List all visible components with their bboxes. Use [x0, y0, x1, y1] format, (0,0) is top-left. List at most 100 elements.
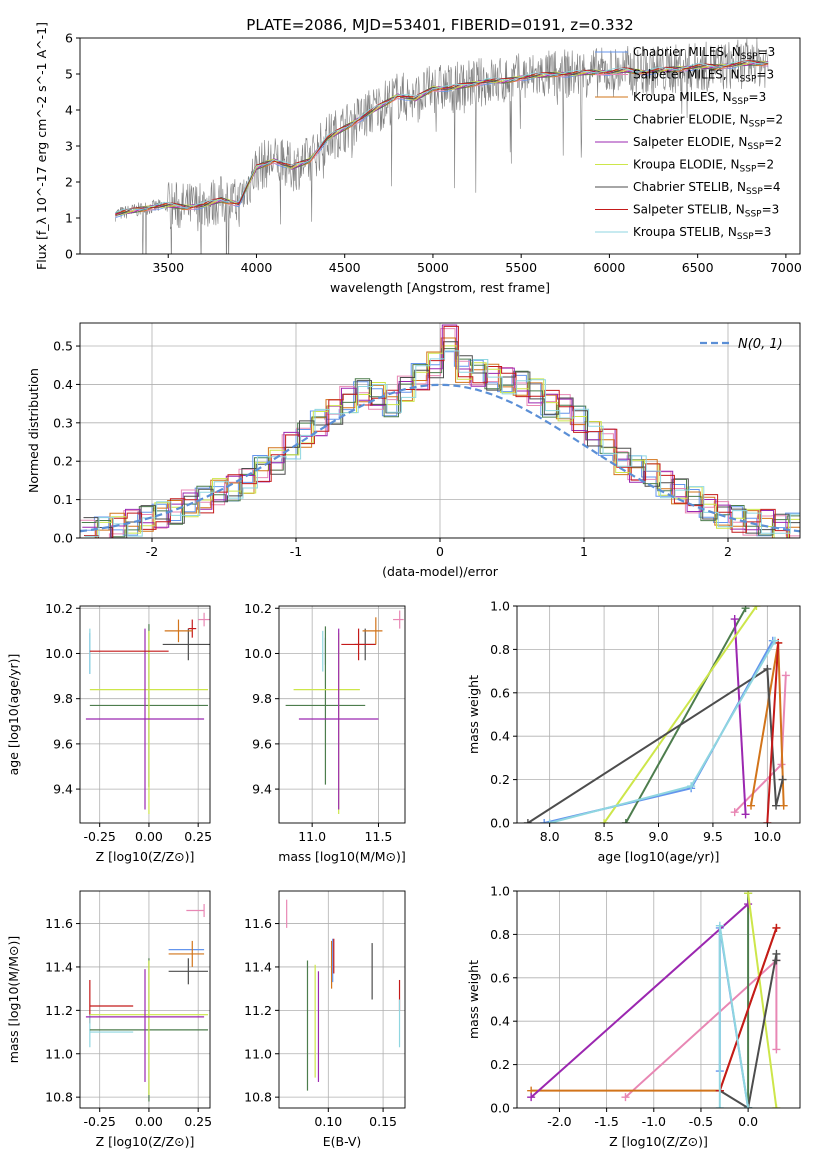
y-tick-label: 10.8 — [45, 1090, 73, 1105]
y-axis-label: Normed distribution — [26, 368, 41, 493]
y-tick-label: 11.0 — [244, 1046, 272, 1061]
x-tick-label: 4500 — [329, 260, 361, 275]
errorbar-salpeter-miles — [198, 612, 210, 627]
legend-subscript: SSP — [749, 120, 766, 130]
y-axis-label: mass [log10(M/M⊙)] — [6, 936, 21, 1064]
x-tick-label: 0.25 — [184, 829, 212, 844]
legend-entry: N(0, 1) — [738, 337, 783, 352]
legend-subscript: SSP — [737, 232, 754, 242]
weight-marker — [730, 615, 739, 624]
legend-entry: Salpeter MILES, NSSP=3 — [633, 68, 774, 85]
y-tick-label: 9.4 — [53, 782, 73, 797]
weight-marker — [744, 900, 753, 909]
x-tick-label: -1 — [290, 544, 302, 559]
errorbar-salpeter-elodie — [85, 628, 205, 810]
y-tick-label: 0.3 — [53, 415, 73, 430]
errorbar-salpeter-elodie — [298, 628, 379, 810]
x-tick-label: -0.5 — [689, 1114, 713, 1129]
y-tick-label: 0.8 — [490, 927, 510, 942]
y-tick-label: 0.6 — [490, 685, 510, 700]
y-tick-label: 0.8 — [490, 642, 510, 657]
y-tick-label: 9.8 — [53, 691, 73, 706]
panels: 3500 4000 4500 5000 5500 6000 6500 7000 0 1 2 3 4 5 6 w… — [6, 22, 802, 1149]
weight-marker — [778, 775, 787, 784]
axes-frame — [79, 605, 211, 824]
x-tick-label: 7000 — [770, 260, 802, 275]
x-tick-label: 10.0 — [753, 829, 781, 844]
legend-entry: Kroupa ELODIE, NSSP=2 — [633, 158, 774, 175]
weight-line-chabrier-elodie — [624, 607, 747, 823]
x-tick-label: 0.00 — [135, 1114, 163, 1129]
x-tick-label: 5500 — [505, 260, 537, 275]
panel-spectrum: 3500 4000 4500 5000 5500 6000 6500 7000 0 1 2 3 4 5 6 w… — [34, 22, 802, 295]
axes-frame — [79, 890, 211, 1109]
plot-area — [517, 606, 800, 823]
legend-value: =3 — [749, 90, 767, 104]
errorbar-chabrier-elodie — [285, 626, 366, 785]
y-tick-label: 1 — [65, 211, 73, 226]
errorbar-kroupa-elodie — [89, 960, 209, 1095]
errorbar-kroupa-miles — [362, 617, 383, 645]
plot-area — [279, 606, 405, 823]
legend-entry: Chabrier ELODIE, NSSP=2 — [633, 113, 783, 130]
errorbar-chabrier-stelib — [168, 958, 209, 985]
x-tick-label: 6000 — [594, 260, 626, 275]
x-axis-label: Z [log10(Z/Z⊙)] — [96, 849, 195, 864]
plot-area — [80, 323, 800, 538]
x-tick-label: 4000 — [241, 260, 273, 275]
y-tick-label: 0.0 — [490, 1101, 510, 1116]
panel-mass-vs-EBV: 0.10 0.15 10.8 11.0 11.2 11.4 11.6 E(B-V) — [244, 890, 406, 1149]
legend-subscript: SSP — [746, 187, 763, 197]
weight-marker — [772, 1104, 781, 1108]
legend-subscript: SSP — [745, 210, 762, 220]
x-tick-label: 0.10 — [314, 1114, 342, 1129]
weight-marker — [741, 606, 750, 613]
y-axis-label: mass weight — [466, 675, 481, 754]
x-tick-label: -2 — [146, 544, 158, 559]
weight-marker — [752, 606, 761, 610]
legend-subscript: SSP — [732, 97, 749, 107]
y-axis-label: mass weight — [466, 960, 481, 1039]
y-tick-label: 0.1 — [53, 492, 73, 507]
weight-line-salpeter-elodie — [733, 618, 747, 815]
x-axis-label: E(B-V) — [323, 1134, 362, 1149]
plot-area — [115, 38, 769, 254]
x-tick-label: 9.5 — [703, 829, 723, 844]
panel-age-vs-mass: 11.0 11.5 9.4 9.6 9.8 10.0 10.2 mass [log10(M/M… — [244, 601, 406, 864]
weight-marker — [621, 819, 630, 823]
weight-marker — [763, 664, 772, 673]
plot-area — [279, 891, 405, 1108]
weight-marker — [715, 1104, 724, 1108]
weight-marker — [772, 923, 781, 932]
errorbar-kroupa-miles — [164, 619, 193, 643]
weight-marker — [527, 1093, 536, 1102]
errorbar-salpeter-miles — [186, 904, 205, 918]
errorbar-kroupa-miles — [168, 940, 205, 967]
y-axis-label: Flux [f_λ 10^-17 erg cm^-2 s^-1 A^-1] — [34, 22, 49, 270]
histogram-salpeter-elodie — [82, 324, 800, 538]
x-tick-label: -1.0 — [642, 1114, 666, 1129]
legend-entry: Salpeter ELODIE, NSSP=2 — [633, 135, 782, 152]
weight-marker — [540, 819, 549, 823]
panel-age-vs-Z: -0.25 0.00 0.25 9.4 9.6 9.8 10.0 10.2 Z [log10(Z… — [6, 601, 212, 864]
histogram-kroupa-miles — [81, 337, 800, 538]
y-tick-label: 11.6 — [45, 916, 73, 931]
weight-line-salpeter-elodie — [530, 903, 749, 1098]
plot-area — [80, 606, 210, 823]
panel-weight-vs-age: 8.0 8.5 9.0 9.5 10.0 0.0 0.2 0.4 0.6 0.8 1.0 age [l… — [466, 599, 801, 864]
legend-subscript: SSP — [740, 165, 757, 175]
x-tick-label: 0.25 — [184, 1114, 212, 1129]
y-tick-label: 0.5 — [53, 339, 73, 354]
weight-marker — [747, 801, 756, 810]
x-tick-label: 1 — [580, 544, 588, 559]
y-tick-label: 0.4 — [490, 729, 510, 744]
y-tick-label: 1.0 — [490, 884, 510, 899]
x-tick-label: 3500 — [152, 260, 184, 275]
normal-curve — [80, 383, 800, 533]
errorbar-salpeter-elodie — [85, 969, 205, 1082]
weight-line-salpeter-stelib — [766, 642, 780, 823]
y-tick-label: 11.6 — [244, 916, 272, 931]
weight-marker — [781, 671, 790, 680]
x-axis-label: wavelength [Angstrom, rest frame] — [330, 280, 550, 295]
